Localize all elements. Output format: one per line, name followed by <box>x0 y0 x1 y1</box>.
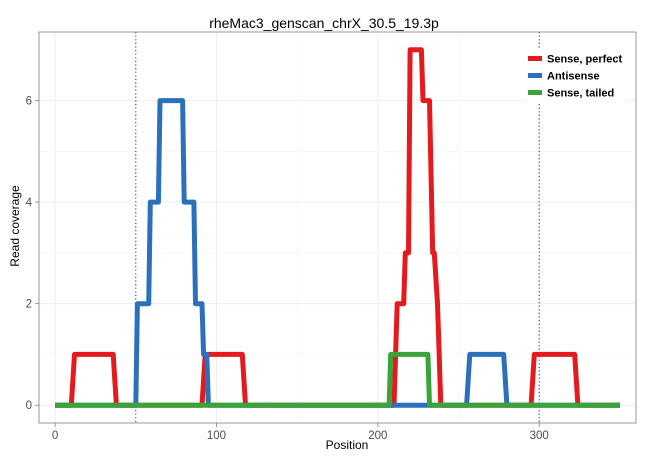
x-tick-label: 100 <box>207 430 226 442</box>
y-tick-label: 6 <box>26 96 32 108</box>
chart-title: rheMac3_genscan_chrX_30.5_19.3p <box>209 15 439 31</box>
x-axis-label: Position <box>326 438 369 452</box>
legend-label: Antisense <box>547 71 600 83</box>
y-tick-label: 4 <box>26 197 33 209</box>
axis-ticks: 0 100 200 300 0 2 4 6 <box>26 96 549 442</box>
x-tick-label: 300 <box>530 430 549 442</box>
legend-label: Sense, tailed <box>547 88 614 100</box>
plot-border <box>38 31 637 424</box>
y-tick-label: 2 <box>26 299 32 311</box>
series-line <box>55 351 620 408</box>
y-tick-label: 0 <box>26 400 32 412</box>
legend: Sense, perfect Antisense Sense, tailed <box>526 49 626 102</box>
legend-label: Sense, perfect <box>547 54 623 66</box>
series-lines <box>55 47 620 408</box>
y-axis-label: Read coverage <box>8 185 22 267</box>
series-line <box>55 98 620 408</box>
x-tick-label: 200 <box>368 430 387 442</box>
legend-box <box>526 49 626 102</box>
x-tick-label: 0 <box>52 430 58 442</box>
